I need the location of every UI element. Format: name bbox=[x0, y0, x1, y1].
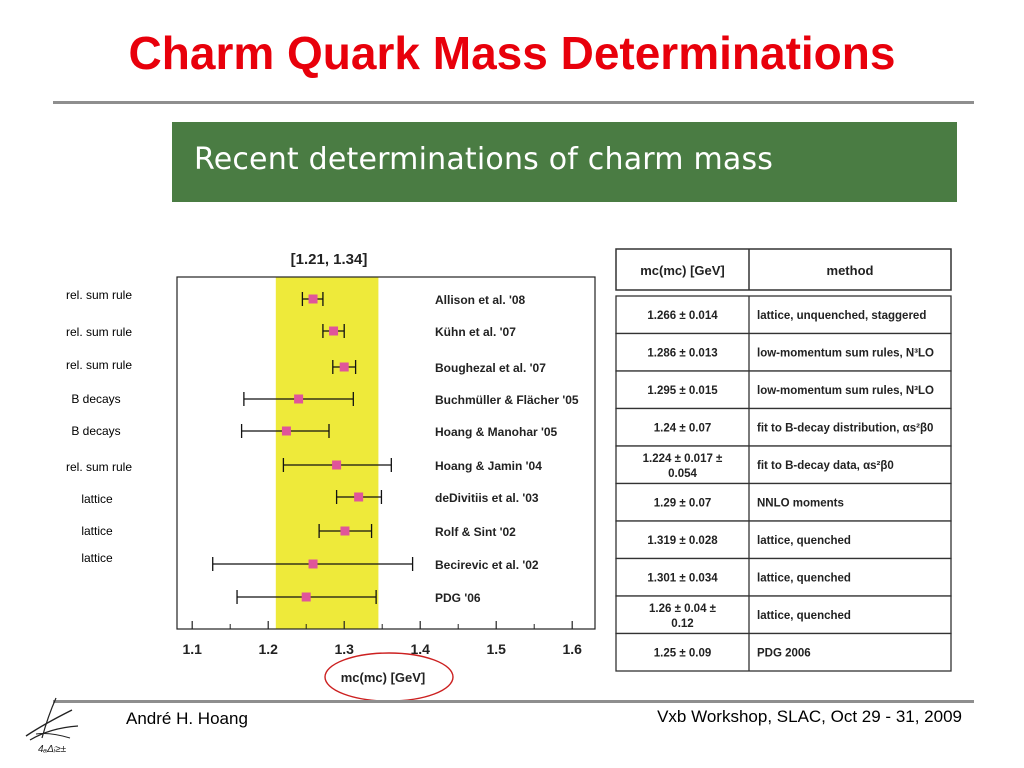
method-label: B decays bbox=[71, 392, 121, 406]
table-cell-value: 1.25 ± 0.09 bbox=[654, 648, 711, 660]
table-cell-value: 1.286 ± 0.013 bbox=[647, 348, 717, 360]
plot-frame bbox=[176, 276, 596, 630]
x-tick-label: 1.2 bbox=[258, 641, 278, 657]
logo-swoosh bbox=[35, 733, 71, 739]
table-cell-value: 0.12 bbox=[671, 618, 693, 630]
series-label: PDG '06 bbox=[435, 591, 481, 605]
range-band bbox=[275, 277, 379, 629]
table-cell-value: 1.26 ± 0.04 ± bbox=[649, 603, 717, 615]
table-cell-method: lattice, unquenched, staggered bbox=[757, 310, 926, 322]
table-cell-method: PDG 2006 bbox=[757, 648, 811, 660]
series-label: Rolf & Sint '02 bbox=[435, 525, 516, 539]
footer-divider bbox=[53, 700, 974, 703]
data-point bbox=[329, 326, 339, 336]
band-range-label: [1.21, 1.34] bbox=[291, 251, 368, 268]
table-cell-method: lattice, quenched bbox=[757, 535, 851, 547]
data-point bbox=[308, 559, 318, 569]
table-row bbox=[615, 295, 952, 335]
x-tick-label: 1.4 bbox=[410, 641, 430, 657]
logo-swoosh bbox=[29, 725, 79, 741]
series-label: deDivitiis et al. '03 bbox=[435, 491, 539, 505]
table-cell-value: 0.054 bbox=[668, 468, 697, 480]
table-cell-value: 1.29 ± 0.07 bbox=[654, 498, 711, 510]
slide-title: Charm Quark Mass Determinations bbox=[128, 27, 896, 79]
series-label: Allison et al. '08 bbox=[435, 293, 526, 307]
logo-text: 4ₐΔᵢ≥± bbox=[38, 744, 67, 755]
table-cell-value: 1.301 ± 0.034 bbox=[647, 573, 718, 585]
data-point bbox=[340, 526, 350, 536]
method-label: rel. sum rule bbox=[65, 325, 133, 339]
table-cell-method: NNLO moments bbox=[757, 498, 844, 510]
footer-event: Vxb Workshop, SLAC, Oct 29 - 31, 2009 bbox=[657, 707, 962, 726]
data-point bbox=[339, 362, 349, 372]
series-label: Hoang & Jamin '04 bbox=[435, 459, 542, 473]
table-row bbox=[615, 332, 952, 372]
method-label: lattice bbox=[81, 492, 113, 506]
series-label: Becirevic et al. '02 bbox=[435, 558, 539, 572]
method-label: lattice bbox=[81, 524, 113, 538]
table-cell-value: 1.24 ± 0.07 bbox=[654, 423, 711, 435]
series-label: Boughezal et al. '07 bbox=[435, 361, 546, 375]
x-axis-label: mc(mc) [GeV] bbox=[341, 670, 426, 685]
logo-swoosh bbox=[41, 697, 57, 739]
results-table: mc(mc) [GeV] method 1.266 ± 0.014 lattice, … bbox=[615, 248, 952, 672]
table-row bbox=[615, 520, 952, 560]
table-cell-value: 1.295 ± 0.015 bbox=[647, 385, 718, 397]
banner-text: Recent determinations of charm mass bbox=[194, 142, 774, 177]
table-row bbox=[615, 407, 952, 447]
x-tick-label: 1.1 bbox=[182, 641, 202, 657]
method-label: rel. sum rule bbox=[65, 358, 133, 372]
table-cell-method: low-momentum sum rules, N³LO bbox=[757, 385, 934, 397]
x-tick-label: 1.6 bbox=[562, 641, 582, 657]
table-cell-method: fit to B-decay data, αs²β0 bbox=[757, 460, 894, 472]
table-row bbox=[615, 595, 952, 635]
footer-author: André H. Hoang bbox=[126, 709, 248, 728]
data-point bbox=[308, 294, 318, 304]
table-cell-method: lattice, quenched bbox=[757, 573, 851, 585]
series-label: Kühn et al. '07 bbox=[435, 325, 516, 339]
table-row bbox=[615, 370, 952, 410]
title-divider bbox=[53, 101, 974, 104]
table-cell-value: 1.266 ± 0.014 bbox=[647, 310, 718, 322]
table-header-value: mc(mc) [GeV] bbox=[640, 263, 725, 278]
data-point bbox=[294, 394, 304, 404]
method-label: B decays bbox=[71, 424, 121, 438]
table-row bbox=[615, 445, 952, 485]
table-cell-method: low-momentum sum rules, N³LO bbox=[757, 348, 934, 360]
institute-logo: 4ₐΔᵢ≥± bbox=[20, 688, 100, 763]
table-cell-method: lattice, quenched bbox=[757, 610, 851, 622]
method-label: rel. sum rule bbox=[65, 288, 133, 302]
series-label: Hoang & Manohar '05 bbox=[435, 425, 558, 439]
method-label: rel. sum rule bbox=[65, 460, 133, 474]
data-point bbox=[354, 492, 364, 502]
x-tick-label: 1.5 bbox=[486, 641, 506, 657]
series-label: Buchmüller & Flächer '05 bbox=[435, 393, 579, 407]
method-label: lattice bbox=[81, 551, 113, 565]
table-header bbox=[615, 248, 952, 291]
table-row bbox=[615, 632, 952, 672]
table-cell-method: fit to B-decay distribution, αs²β0 bbox=[757, 423, 933, 435]
table-header-method: method bbox=[827, 263, 874, 278]
x-tick-label: 1.3 bbox=[334, 641, 354, 657]
data-point bbox=[332, 460, 342, 470]
section-banner: Recent determinations of charm mass bbox=[172, 122, 957, 202]
data-point bbox=[301, 592, 311, 602]
table-cell-value: 1.224 ± 0.017 ± bbox=[643, 453, 723, 465]
table-cell-value: 1.319 ± 0.028 bbox=[647, 535, 718, 547]
data-point bbox=[281, 426, 291, 436]
